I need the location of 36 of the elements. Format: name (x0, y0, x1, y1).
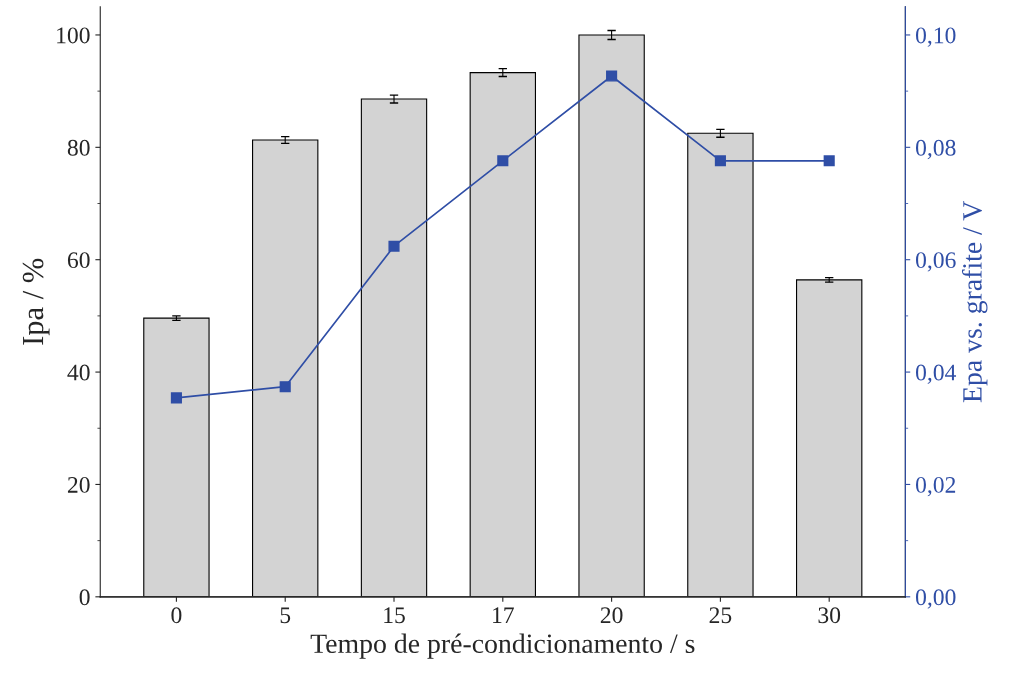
point (714, 155, 726, 167)
bar (143, 317, 210, 597)
y2-tick-label: 0,04 (915, 364, 957, 384)
x-tick-label: 15 (384, 607, 405, 624)
point (279, 381, 291, 393)
bar (687, 132, 754, 597)
point (388, 240, 400, 252)
point (170, 392, 182, 404)
y-tick-label: 80 (67, 139, 90, 156)
y-tick-label: 0 (79, 589, 90, 606)
point (497, 155, 509, 167)
x-tick-label: 17 (493, 607, 514, 623)
x-tick-label: 0 (171, 607, 182, 624)
x-tick-label: 30 (818, 607, 841, 624)
x-tick-label: 25 (709, 607, 732, 624)
y-tick-label: 40 (67, 364, 90, 381)
bar (360, 98, 428, 597)
y2-tick-label: 0,02 (915, 476, 956, 497)
bar (578, 34, 645, 597)
y2-tick-label: 0,06 (915, 252, 956, 272)
bar (252, 139, 319, 597)
y2-tick-label: 0,10 (915, 27, 956, 47)
x-tick-label: 5 (280, 607, 291, 624)
y2-axis-title: Epa vs. grafite / V (961, 200, 988, 403)
y-axis-title: Ipa / % (22, 258, 50, 345)
y2-tick-label: 0,00 (915, 589, 956, 609)
x-axis-title: Tempo de pré-condicionamento / s (310, 633, 695, 659)
y-tick-label: 60 (67, 252, 90, 269)
point (606, 70, 618, 82)
x-tick-label: 20 (600, 607, 623, 624)
bar (469, 72, 536, 597)
y2-tick-label: 0,08 (915, 139, 956, 160)
y-tick-label: 100 (57, 27, 90, 44)
bar (796, 279, 863, 597)
y-tick-label: 20 (67, 476, 90, 493)
point (823, 155, 835, 167)
